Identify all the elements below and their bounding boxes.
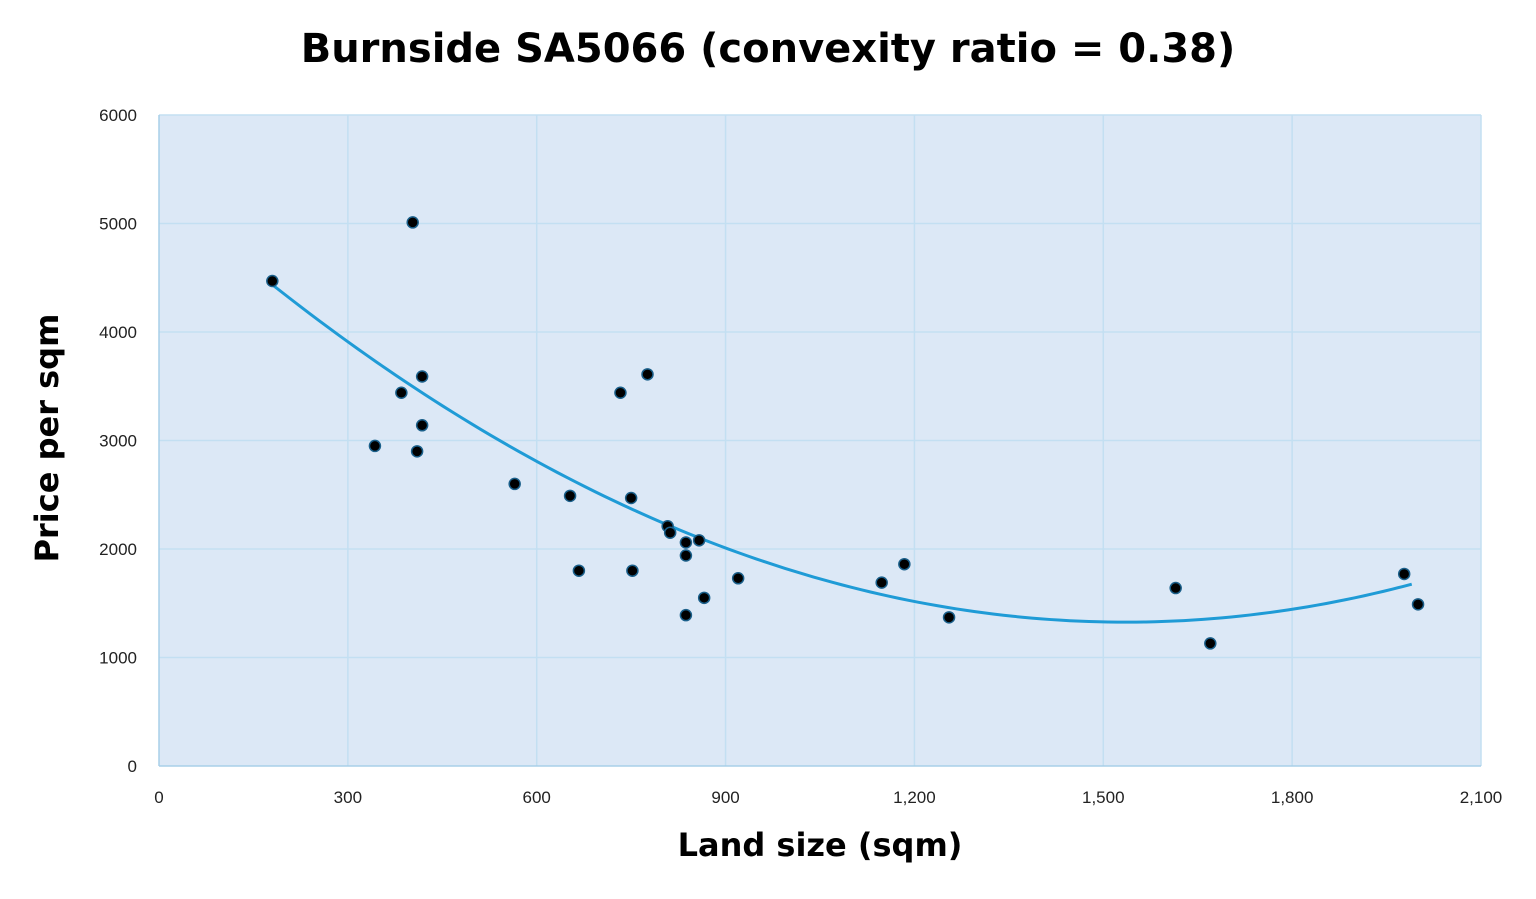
y-tick-label: 4000 [99,323,137,342]
y-axis-title: Price per sqm [28,314,66,563]
data-point [663,526,677,539]
chart-title: Burnside SA5066 (convexity ratio = 0.38) [300,26,1236,72]
y-tick-label: 0 [128,757,137,776]
data-point [563,489,577,503]
data-point [679,608,693,622]
data-point [508,477,521,491]
data-point [624,491,638,505]
x-tick-labels: 0 300 600 900 1,200 1,500 1,800 2,100 [154,788,1502,807]
y-tick-label: 6000 [99,106,137,125]
trendline [271,283,1413,624]
x-tick-label: 1,500 [1082,788,1125,807]
x-tick-label: 300 [334,788,362,807]
data-point [406,216,419,229]
x-tick-label: 0 [154,788,163,807]
data-point [626,564,639,577]
data-point [395,386,408,400]
x-tick-label: 2,100 [1460,788,1503,807]
data-point [1204,637,1217,650]
data-point [614,386,627,400]
y-tick-label: 3000 [99,432,137,451]
data-point [679,549,693,562]
data-point [415,419,429,432]
data-point [697,591,711,605]
data-point [875,576,888,589]
data-point [679,536,693,549]
x-tick-label: 1,200 [893,788,936,807]
y-gridlines [159,114,1481,659]
data-point [731,572,745,585]
data-point [572,564,586,577]
data-point [410,445,424,458]
data-point [1411,598,1425,611]
x-axis-title: Land size (sqm) [678,826,963,864]
y-tick-label: 1000 [99,649,137,668]
data-point [266,274,279,288]
data-point [1397,567,1411,581]
y-tick-label: 5000 [99,215,137,234]
y-tick-label: 2000 [99,540,137,559]
data-points [266,216,1425,650]
data-point [641,368,654,381]
data-point [898,557,911,571]
x-tick-label: 1,800 [1271,788,1314,807]
data-point [1169,581,1182,595]
x-tick-label: 600 [523,788,551,807]
x-tick-label: 900 [711,788,739,807]
data-point [692,534,706,547]
data-point [415,370,429,383]
data-point [368,439,382,453]
data-point [942,611,956,624]
y-tick-labels: 0 1000 2000 3000 4000 5000 6000 [99,106,137,776]
